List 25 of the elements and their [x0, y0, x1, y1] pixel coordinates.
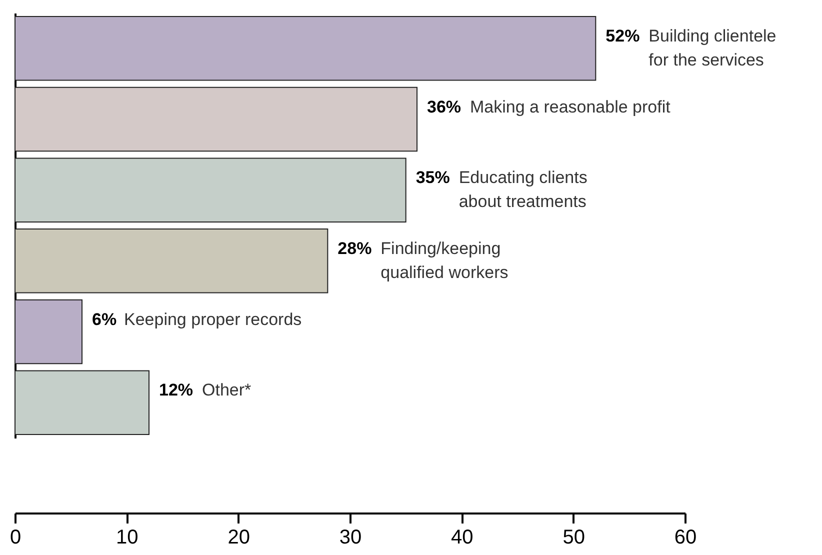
data-label: 52%	[606, 26, 640, 46]
x-tick-label: 20	[228, 526, 250, 548]
x-tick-label: 60	[674, 526, 697, 548]
data-label: 35%	[416, 168, 450, 188]
x-tick-label: 10	[116, 526, 138, 548]
y-tick-label: Other*	[202, 380, 252, 400]
x-tick-label: 40	[451, 526, 474, 548]
y-tick-label: Making a reasonable profit	[470, 97, 671, 116]
bar	[14, 228, 328, 294]
y-tick-label: Finding/keeping qualified workers	[380, 238, 508, 282]
bar	[14, 158, 406, 222]
data-label: 36%	[427, 97, 462, 116]
data-label: 6%	[92, 310, 117, 329]
bar	[14, 86, 418, 152]
bar	[14, 370, 150, 435]
y-tick-label: Building clientele for the services	[648, 26, 776, 70]
y-tick-label: Keeping proper records	[124, 310, 302, 329]
y-tick-label: Educating clients about treatments	[458, 168, 588, 212]
x-tick-label: 0	[10, 526, 22, 548]
x-tick-label: 30	[339, 526, 362, 548]
x-tick-label: 50	[562, 526, 585, 548]
bar	[14, 299, 82, 364]
data-label: 12%	[159, 380, 194, 400]
bar	[14, 16, 596, 81]
data-label: 28%	[338, 238, 372, 258]
